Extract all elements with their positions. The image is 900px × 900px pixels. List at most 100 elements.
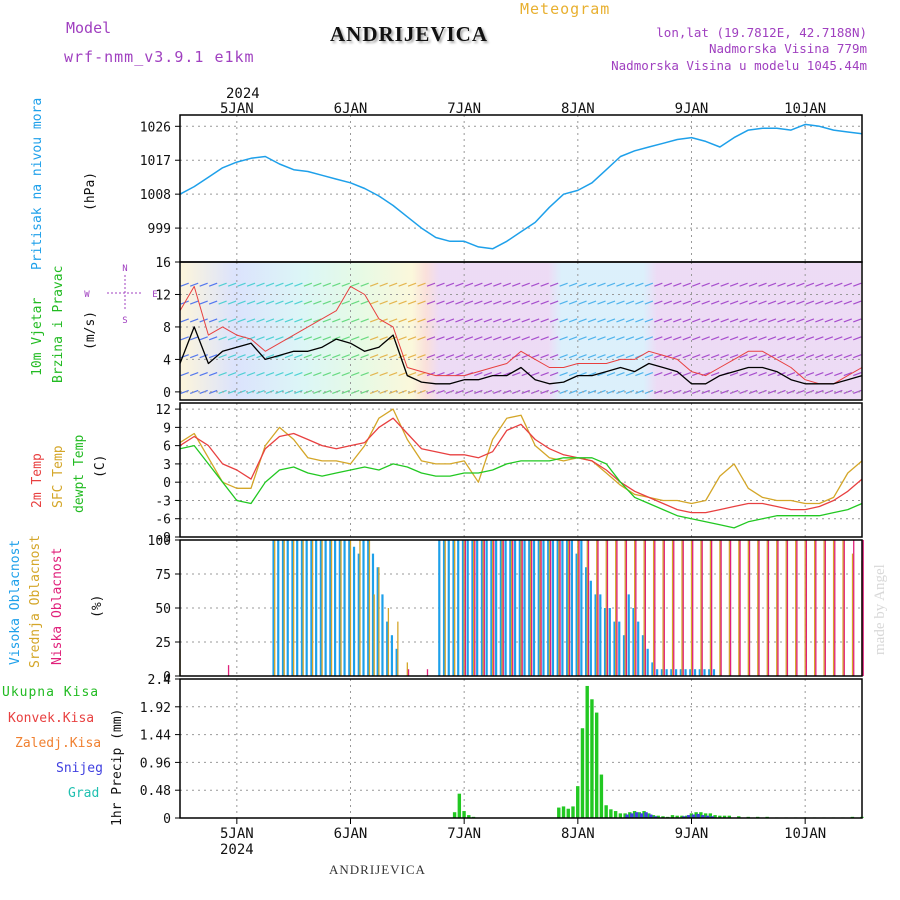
y-tick-label: 0: [163, 670, 171, 685]
wind-barb: [341, 282, 350, 287]
wind-barb: [227, 318, 237, 323]
wind-barb: [445, 318, 455, 323]
wind-barb: [407, 318, 417, 323]
precip-bar: [630, 813, 634, 818]
wind-barb: [682, 354, 691, 359]
wind-barb: [369, 389, 379, 394]
wind-barb: [464, 318, 474, 323]
wind-barb: [246, 318, 256, 323]
wind-barb: [729, 371, 739, 377]
wind-barb: [635, 318, 644, 323]
wind-barb: [398, 354, 407, 359]
wind-barb: [246, 354, 256, 359]
wind-barb: [692, 318, 701, 323]
wind-barb: [654, 389, 663, 394]
wind-barb: [786, 336, 796, 341]
wind-barb: [227, 300, 237, 305]
wind-barb: [455, 336, 464, 341]
wind-barb: [815, 371, 824, 377]
wind-barb: [256, 389, 265, 394]
wind-barb: [218, 318, 227, 323]
wind-barb: [805, 389, 815, 394]
wind-barb: [644, 336, 654, 341]
wind-barb: [843, 336, 853, 341]
wind-barb: [739, 336, 748, 341]
wind-barb: [275, 300, 284, 305]
wind-barb: [189, 300, 199, 305]
wind-barb: [227, 354, 237, 359]
wind-barb: [189, 282, 199, 287]
wind-barb: [189, 389, 199, 394]
wind-barb: [767, 282, 777, 287]
wind-barb: [360, 282, 369, 287]
wind-barb: [341, 318, 350, 323]
temp2m-line: [179, 417, 863, 514]
wind-barb: [701, 300, 710, 305]
wind-barb: [199, 336, 208, 341]
wind-barb: [313, 371, 322, 377]
wind-barb: [625, 336, 635, 341]
precip-bar: [467, 815, 471, 818]
wind-barb: [388, 354, 398, 359]
elevation-text: Nadmorska Visina 779m: [708, 41, 867, 56]
wind-barb: [739, 389, 748, 394]
wind-barb: [265, 318, 275, 323]
wind-barb: [199, 282, 208, 287]
precip-bar: [703, 813, 708, 818]
wind-barb: [635, 282, 644, 287]
wind-barb: [729, 282, 739, 287]
wind-barb: [597, 354, 606, 359]
wind-barb: [332, 371, 341, 377]
wind-barb: [720, 318, 729, 323]
wind-barb: [616, 336, 625, 341]
x-tick-label-top: 6JAN: [334, 101, 368, 117]
precip-bar: [713, 815, 717, 818]
wind-barb: [180, 371, 189, 377]
wind-barb: [502, 354, 512, 359]
wind-barb: [843, 282, 853, 287]
y-tick-label: 1017: [140, 154, 171, 169]
precip-bar: [609, 809, 613, 818]
wind-barb: [805, 282, 815, 287]
wind-barb: [720, 300, 729, 305]
x-tick-label-bottom: 10JAN: [784, 826, 826, 842]
wind-barb: [256, 300, 265, 305]
wind-barb: [824, 336, 834, 341]
wind-barb: [398, 371, 407, 377]
precip-bar: [613, 811, 618, 818]
wind-barb: [294, 354, 303, 359]
wind-barb: [786, 300, 796, 305]
wind-barb: [729, 336, 739, 341]
wind-barb: [701, 318, 710, 323]
wind-barb: [493, 300, 502, 305]
wind-barb: [540, 300, 549, 305]
wind-barb: [407, 300, 417, 305]
wind-barb: [417, 318, 426, 323]
wind-barb: [758, 300, 767, 305]
wind-barb: [313, 282, 322, 287]
wind-barb: [597, 282, 606, 287]
wind-barb: [559, 389, 568, 394]
wind-barb: [834, 354, 843, 359]
wind-barb: [521, 389, 530, 394]
wind-barb: [587, 282, 597, 287]
wind-barb: [351, 354, 360, 359]
wind-barb: [407, 389, 417, 394]
wind-barb: [673, 354, 682, 359]
wind-barb: [322, 318, 332, 323]
wind-barb: [521, 300, 530, 305]
wind-barb: [474, 336, 483, 341]
wind-barb: [597, 336, 606, 341]
wind-barb: [597, 318, 606, 323]
wind-barb: [663, 354, 673, 359]
precip-bar: [566, 808, 570, 818]
y-tick-label: 100: [148, 534, 171, 549]
wind-barb: [824, 371, 834, 377]
wind-barb: [758, 336, 767, 341]
wind-barb: [663, 300, 673, 305]
wind-barb: [351, 300, 360, 305]
precip-bar: [462, 811, 466, 818]
wind-barb: [426, 336, 436, 341]
wind-barb: [445, 282, 455, 287]
wind-barb: [644, 282, 654, 287]
